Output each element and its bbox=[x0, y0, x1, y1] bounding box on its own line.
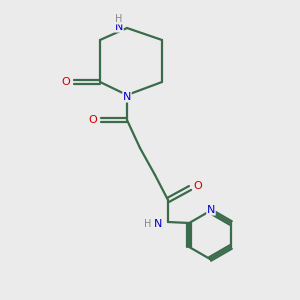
Text: N: N bbox=[154, 219, 162, 229]
Text: O: O bbox=[194, 181, 202, 191]
Text: N: N bbox=[115, 22, 123, 32]
Text: H: H bbox=[115, 14, 123, 24]
Text: O: O bbox=[61, 77, 70, 87]
Text: N: N bbox=[207, 205, 215, 215]
Text: N: N bbox=[123, 92, 131, 102]
Text: O: O bbox=[88, 115, 98, 125]
Text: H: H bbox=[144, 219, 152, 229]
